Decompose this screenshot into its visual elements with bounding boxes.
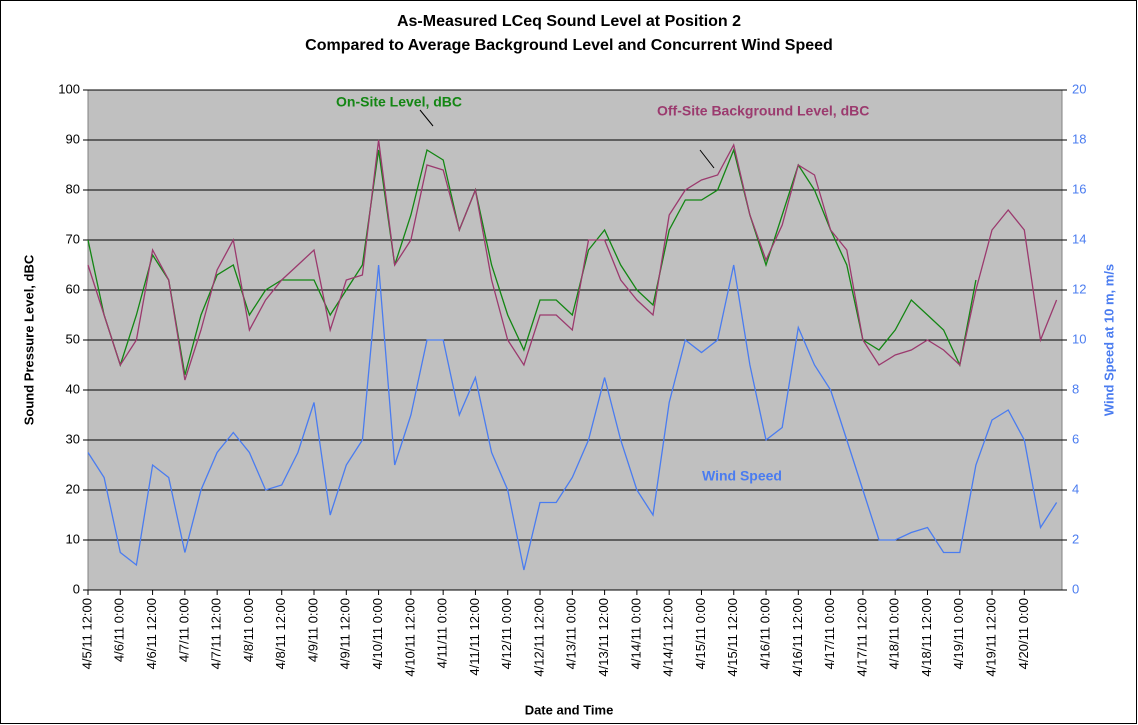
x-tick-label: 4/6/11 0:00 xyxy=(112,598,127,662)
y2-tick-label: 6 xyxy=(1072,431,1079,446)
series-line xyxy=(87,139,1058,381)
x-tick-label: 4/8/11 12:00 xyxy=(273,598,288,669)
y-tick-label: 100 xyxy=(58,81,80,96)
y2-tick-label: 18 xyxy=(1072,131,1086,146)
x-tick-label: 4/16/11 0:00 xyxy=(757,598,772,669)
x-tick-label: 4/20/11 0:00 xyxy=(1016,598,1031,669)
leader-line xyxy=(419,109,434,127)
x-tick-label: 4/18/11 0:00 xyxy=(887,598,902,669)
y2-tick-label: 20 xyxy=(1072,81,1086,96)
y2-tick-label: 8 xyxy=(1072,381,1079,396)
x-tick-label: 4/9/11 12:00 xyxy=(338,598,353,669)
x-tick-label: 4/11/11 12:00 xyxy=(467,598,482,676)
x-tick-label: 4/11/11 0:00 xyxy=(435,598,450,668)
y2-tick-label: 14 xyxy=(1072,231,1086,246)
x-tick-label: 4/10/11 0:00 xyxy=(370,598,385,669)
x-tick-label: 4/15/11 12:00 xyxy=(725,598,740,677)
y2-axis-label: Wind Speed at 10 m, m/s xyxy=(1101,264,1116,416)
y2-tick-label: 12 xyxy=(1072,281,1086,296)
y-tick-label: 50 xyxy=(66,331,80,346)
y2-tick-label: 4 xyxy=(1072,481,1079,496)
x-tick-label: 4/7/11 12:00 xyxy=(209,598,224,669)
y-tick-label: 30 xyxy=(66,431,80,446)
y2-tick-label: 10 xyxy=(1072,331,1086,346)
x-axis-label: Date and Time xyxy=(525,702,614,717)
x-tick-label: 4/7/11 0:00 xyxy=(176,598,191,662)
x-tick-label: 4/14/11 0:00 xyxy=(628,598,643,669)
x-tick-label: 4/12/11 0:00 xyxy=(499,598,514,669)
y-tick-label: 70 xyxy=(66,231,80,246)
x-tick-label: 4/13/11 0:00 xyxy=(564,598,579,669)
chart-title: As-Measured LCeq Sound Level at Position… xyxy=(397,13,741,30)
series-label: Wind Speed xyxy=(702,468,782,484)
series-line xyxy=(87,147,977,376)
y-tick-label: 0 xyxy=(73,581,80,596)
x-tick-label: 4/15/11 0:00 xyxy=(693,598,708,669)
y-tick-label: 90 xyxy=(66,131,80,146)
x-tick-label: 4/6/11 12:00 xyxy=(144,598,159,669)
leader-line xyxy=(699,149,715,169)
y2-tick-label: 0 xyxy=(1072,581,1079,596)
y-tick-label: 40 xyxy=(66,381,80,396)
y-tick-label: 60 xyxy=(66,281,80,296)
x-tick-label: 4/14/11 12:00 xyxy=(661,598,676,677)
x-tick-label: 4/18/11 12:00 xyxy=(919,598,934,677)
x-tick-label: 4/19/11 12:00 xyxy=(983,598,998,677)
x-tick-label: 4/12/11 12:00 xyxy=(531,598,546,677)
y-tick-label: 80 xyxy=(66,181,80,196)
x-tick-label: 4/13/11 12:00 xyxy=(596,598,611,677)
x-tick-label: 4/10/11 12:00 xyxy=(402,598,417,677)
x-tick-label: 4/17/11 12:00 xyxy=(854,598,869,677)
y-axis-label: Sound Pressure Level, dBC xyxy=(21,254,36,425)
series-line xyxy=(87,264,1058,571)
x-tick-label: 4/19/11 0:00 xyxy=(951,598,966,669)
x-tick-label: 4/9/11 0:00 xyxy=(305,598,320,662)
y2-tick-label: 2 xyxy=(1072,531,1079,546)
x-tick-label: 4/8/11 0:00 xyxy=(241,598,256,662)
x-tick-label: 4/16/11 12:00 xyxy=(790,598,805,677)
series-label: On-Site Level, dBC xyxy=(336,94,462,110)
x-tick-label: 4/17/11 0:00 xyxy=(822,598,837,669)
series-label: Off-Site Background Level, dBC xyxy=(657,103,869,119)
chart-title: Compared to Average Background Level and… xyxy=(305,37,833,54)
y-tick-label: 20 xyxy=(66,481,80,496)
y-tick-label: 10 xyxy=(66,531,80,546)
y2-tick-label: 16 xyxy=(1072,181,1086,196)
x-tick-label: 4/5/11 12:00 xyxy=(79,598,94,669)
